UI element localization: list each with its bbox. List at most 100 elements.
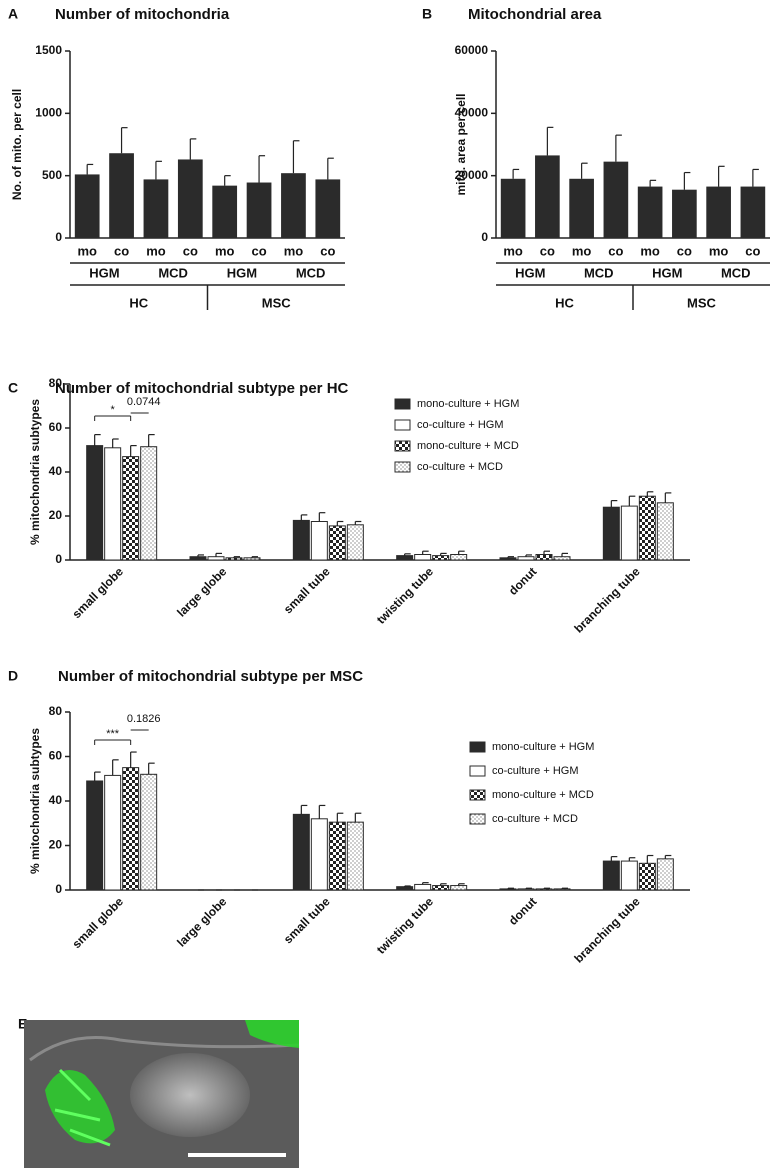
group-label: HGM [89,265,119,280]
x-tick-label: large globe [174,894,229,949]
y-tick-label: 20000 [455,168,489,182]
bar [86,445,104,561]
group-label: HGM [652,265,682,280]
mito-signal [245,1020,299,1048]
y-tick-label: 1500 [35,43,62,57]
bar [620,860,638,891]
image-panel: E [18,1016,300,1168]
annotation: 0.0744 [127,396,161,408]
bar [499,557,517,561]
annotation: * [111,404,116,416]
legend-swatch [469,741,486,753]
bar [602,860,620,891]
cell [130,1053,250,1137]
panel-label: D [8,668,18,684]
bar [243,557,261,561]
group-label: MCD [158,265,188,280]
x-tick-label: co [745,243,760,258]
super-group-label: MSC [687,295,717,310]
group-label: MCD [721,265,751,280]
legend-swatch [469,765,486,777]
x-tick-label: twisting tube [374,894,436,956]
legend-swatch [469,789,486,801]
bar [140,773,158,891]
x-tick-label: co [608,243,623,258]
bar [620,505,638,561]
bar [656,502,674,561]
x-tick-label: co [320,243,335,258]
bar [212,185,238,238]
y-tick-label: 20 [49,508,63,522]
panel-label: C [8,380,18,396]
x-tick-label: mo [572,243,592,258]
legend-label: co-culture + HGM [417,419,504,431]
bar [517,556,535,561]
y-tick-label: 60 [49,749,63,763]
group-label: MCD [584,265,614,280]
bar [414,883,432,891]
bar [328,821,346,891]
chart-title: Mitochondrial area [468,6,602,23]
bar [499,888,517,891]
bar [535,888,553,891]
x-tick-label: mo [284,243,304,258]
membrane [29,1036,300,1062]
super-group-label: MSC [262,295,292,310]
bar [109,153,134,238]
annotation: *** [106,728,120,740]
chart-title: Number of mitochondrial subtype per MSC [58,668,363,685]
bar [104,774,122,891]
panel-label: E [18,1016,27,1032]
bar [346,524,364,561]
x-tick-label: co [183,243,198,258]
legend-swatch [394,419,411,431]
bar [292,519,310,561]
bar [672,189,697,238]
bar [246,182,272,238]
bar [450,885,468,891]
bar [569,178,594,238]
y-axis-label: No. of mito. per cell [10,89,24,200]
bar [535,155,560,238]
legend-label: mono-culture + HGM [492,741,594,753]
mito-signal [54,1068,111,1147]
bar [122,767,140,891]
bar [189,556,207,561]
x-tick-label: mo [640,243,660,258]
mito-signal [45,1070,115,1144]
legend-label: co-culture + HGM [492,765,579,777]
x-tick-label: small tube [281,564,333,616]
bar [281,173,306,238]
y-tick-label: 0 [481,230,488,244]
x-tick-label: donut [506,564,539,597]
legend-swatch [394,440,411,452]
bar [706,186,731,238]
bar [432,555,450,561]
chart-title: Number of mitochondrial subtype per HC [55,380,349,397]
y-tick-label: 1000 [35,106,62,120]
x-tick-label: mo [77,243,97,258]
x-tick-label: twisting tube [374,564,436,626]
legend-label: co-culture + MCD [492,813,578,825]
bar [140,446,158,561]
x-tick-label: mo [503,243,523,258]
bar [292,813,310,891]
bar [143,179,169,238]
y-tick-label: 40 [49,793,63,807]
legend-swatch [394,461,411,473]
annotation: 0.1826 [127,713,161,725]
super-group-label: HC [555,295,574,310]
bar [315,179,341,238]
bar [450,554,468,561]
bar [104,447,122,561]
x-tick-label: large globe [174,564,229,619]
group-label: MCD [296,265,326,280]
bar [225,557,243,561]
bar [74,174,100,238]
group-label: HGM [227,265,257,280]
chart-title: Number of mitochondria [55,6,230,23]
x-tick-label: co [251,243,266,258]
y-axis-label: % mitochondria subtypes [28,728,42,874]
bar [656,858,674,891]
